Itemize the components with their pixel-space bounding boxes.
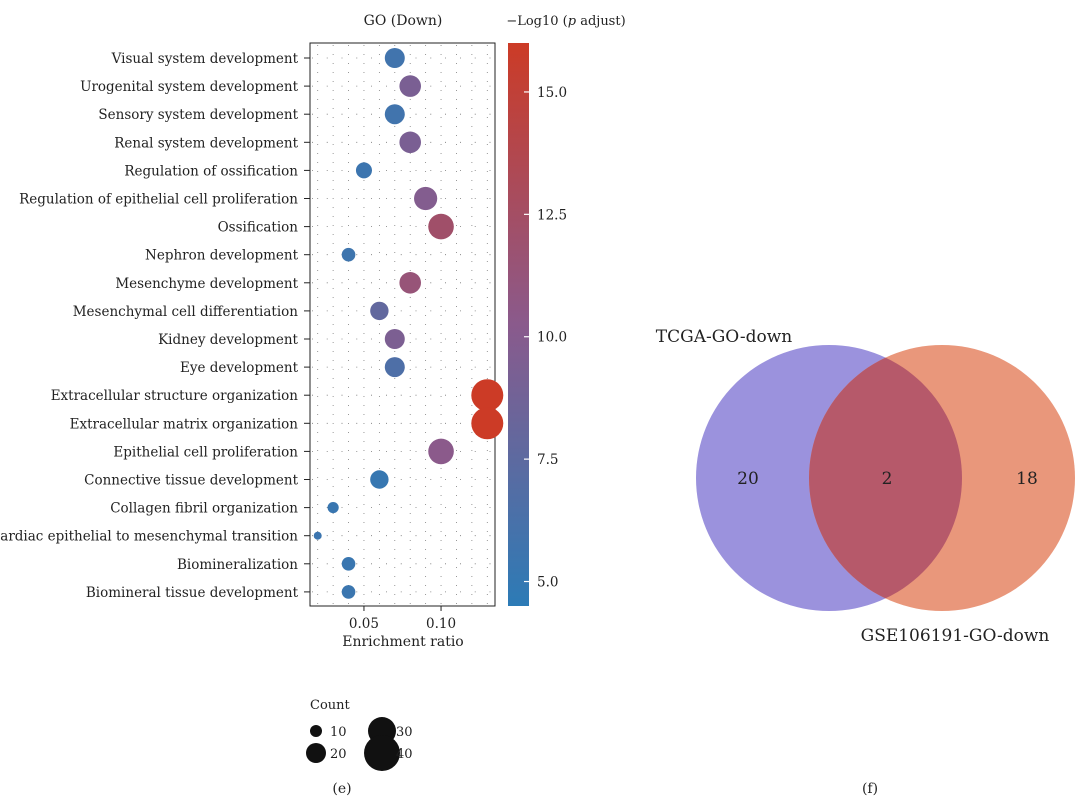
venn-panel: TCGA-GO-down GSE106191-GO-down 20 2 18 (… xyxy=(656,327,1075,797)
venn-intersection xyxy=(809,345,962,611)
colorbar-tick-label: 10.0 xyxy=(537,330,567,346)
data-point xyxy=(370,470,389,489)
data-point xyxy=(384,48,405,68)
size-legend-label: 10 xyxy=(330,725,347,740)
venn-a-only-count: 20 xyxy=(737,469,759,489)
size-legend-label: 20 xyxy=(330,747,347,762)
size-legend-dot xyxy=(306,743,326,763)
data-point xyxy=(355,162,372,179)
data-point xyxy=(327,502,339,514)
data-point xyxy=(341,557,356,571)
data-point xyxy=(313,531,322,540)
venn-set-b-label: GSE106191-GO-down xyxy=(861,626,1050,646)
data-point xyxy=(384,357,405,378)
x-tick-label: 0.05 xyxy=(349,616,379,632)
venn-set-a-label: TCGA-GO-down xyxy=(656,327,792,347)
colorbar-ticks: 5.0 7.5 10.0 12.5 15.0 xyxy=(524,85,567,591)
plot-area xyxy=(309,42,496,607)
data-point xyxy=(384,104,405,125)
category-label: Urogenital system development xyxy=(80,79,298,95)
category-label: Extracellular matrix organization xyxy=(70,416,299,432)
y-ticks xyxy=(304,57,310,593)
category-label: Epithelial cell proliferation xyxy=(113,444,298,460)
panel-label-e: (e) xyxy=(332,781,351,797)
panel-label-f: (f) xyxy=(862,781,878,797)
size-legend: Count 10 20 30 40 xyxy=(306,698,413,771)
category-label: Mesenchyme development xyxy=(115,276,298,292)
data-point xyxy=(428,438,454,465)
data-point xyxy=(384,329,405,349)
category-label: Biomineralization xyxy=(177,557,298,573)
colorbar-title: −Log10 (p adjust) xyxy=(506,14,625,29)
colorbar-tick-label: 15.0 xyxy=(537,85,567,101)
data-point xyxy=(399,272,422,294)
colorbar-tick-label: 7.5 xyxy=(537,452,558,468)
category-label: Eye development xyxy=(180,360,299,376)
venn-intersection-count: 2 xyxy=(882,469,893,489)
size-legend-label: 40 xyxy=(396,747,413,762)
data-point xyxy=(471,379,504,412)
colorbar-gradient xyxy=(508,43,529,606)
size-legend-title: Count xyxy=(310,698,351,713)
x-axis-ticks: 0.05 0.10 xyxy=(349,606,456,632)
data-point xyxy=(399,75,422,97)
data-point xyxy=(414,186,438,211)
colorbar-tick-label: 5.0 xyxy=(537,575,558,591)
category-label: Ossification xyxy=(218,220,299,236)
category-label: Extracellular structure organization xyxy=(51,388,299,404)
x-tick-label: 0.10 xyxy=(426,616,456,632)
colorbar-tick-label: 12.5 xyxy=(537,207,567,223)
category-label: Cardiac epithelial to mesenchymal transi… xyxy=(0,529,298,545)
category-label: Collagen fibril organization xyxy=(110,501,298,517)
data-point xyxy=(370,301,389,321)
venn-b-only-count: 18 xyxy=(1016,469,1038,489)
chart-title: GO (Down) xyxy=(364,13,443,29)
category-label: Kidney development xyxy=(158,332,298,348)
data-point xyxy=(341,585,356,599)
category-label: Connective tissue development xyxy=(84,473,298,489)
category-label: Regulation of ossification xyxy=(124,163,298,179)
data-point xyxy=(341,247,356,262)
data-point xyxy=(471,407,504,440)
size-legend-dot xyxy=(364,735,400,771)
dot-plot-panel: GO (Down) Visual system development Uroge… xyxy=(0,13,626,797)
category-label: Visual system development xyxy=(111,51,299,67)
data-point xyxy=(428,213,454,240)
category-labels: Visual system development Urogenital syst… xyxy=(0,51,299,601)
category-label: Renal system development xyxy=(114,135,298,151)
colorbar: −Log10 (p adjust) 5.0 7.5 10.0 12.5 15.0 xyxy=(506,14,626,606)
data-points xyxy=(313,48,504,599)
category-label: Biomineral tissue development xyxy=(86,585,299,601)
category-label: Nephron development xyxy=(145,248,299,264)
x-axis-label: Enrichment ratio xyxy=(342,634,464,650)
size-legend-label: 30 xyxy=(396,725,413,740)
category-label: Mesenchymal cell differentiation xyxy=(73,304,299,320)
category-label: Sensory system development xyxy=(98,107,298,123)
size-legend-dot xyxy=(310,725,322,737)
category-label: Regulation of epithelial cell proliferat… xyxy=(19,192,298,208)
data-point xyxy=(399,131,422,154)
